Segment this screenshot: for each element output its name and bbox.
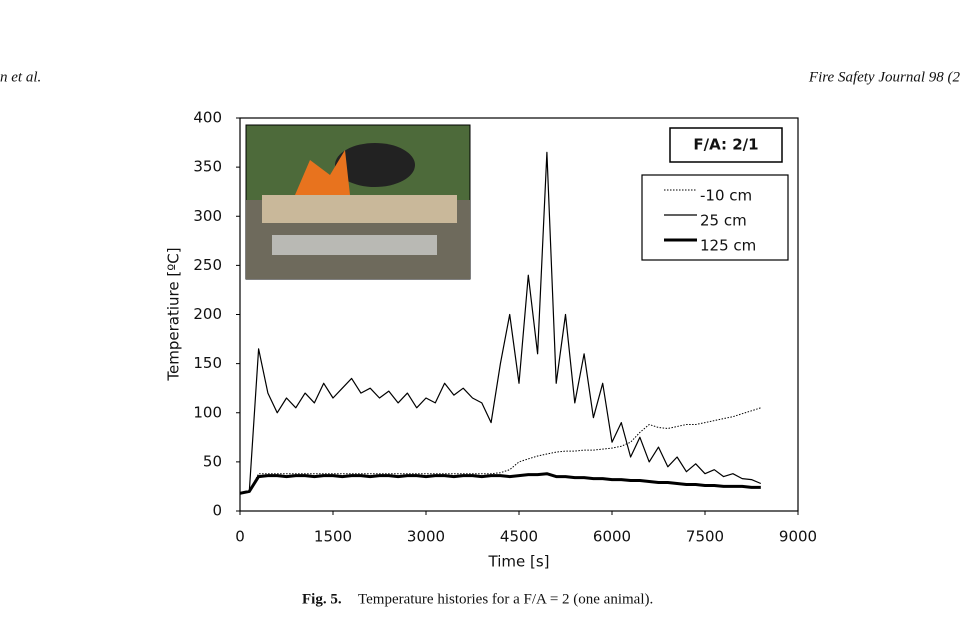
photo-flame: [295, 150, 350, 195]
series-line: [239, 151, 762, 494]
photo-inset: [245, 124, 471, 280]
caption-text: Temperature histories for a F/A = 2 (one…: [358, 591, 653, 607]
legend-label: 25 cm: [700, 212, 747, 230]
y-tick-label: 0: [212, 502, 222, 520]
y-tick-label: 400: [193, 109, 222, 127]
annotation: F/A: 2/1: [693, 136, 758, 154]
legend-label: -10 cm: [700, 187, 752, 205]
photo-grill: [262, 195, 457, 223]
photo-tray: [272, 235, 437, 255]
y-tick-label: 50: [203, 452, 222, 470]
y-tick-label: 350: [193, 158, 222, 176]
annotation-box: [669, 127, 783, 163]
x-tick-label: 4500: [500, 528, 538, 546]
legend-label: 125 cm: [700, 237, 756, 255]
header-right: Fire Safety Journal 98 (2: [808, 69, 960, 85]
y-axis-label: Temperatiure [ºC]: [165, 247, 183, 381]
photo-animal: [335, 143, 415, 187]
x-tick-label: 0: [235, 528, 245, 546]
x-tick-label: 1500: [314, 528, 352, 546]
y-tick-label: 150: [193, 354, 222, 372]
series-line: [239, 407, 761, 494]
y-tick-label: 300: [193, 207, 222, 225]
y-tick-label: 200: [193, 305, 222, 323]
x-tick-label: 9000: [779, 528, 817, 546]
header-left: n et al.: [0, 69, 41, 85]
x-tick-label: 6000: [593, 528, 631, 546]
y-tick-label: 100: [193, 403, 222, 421]
y-tick-label: 250: [193, 256, 222, 274]
x-tick-label: 7500: [686, 528, 724, 546]
caption-label: Fig. 5.: [302, 591, 342, 607]
x-axis-label: Time [s]: [488, 553, 550, 571]
legend-box: [641, 174, 789, 261]
x-tick-label: 3000: [407, 528, 445, 546]
series-line: [239, 472, 761, 495]
